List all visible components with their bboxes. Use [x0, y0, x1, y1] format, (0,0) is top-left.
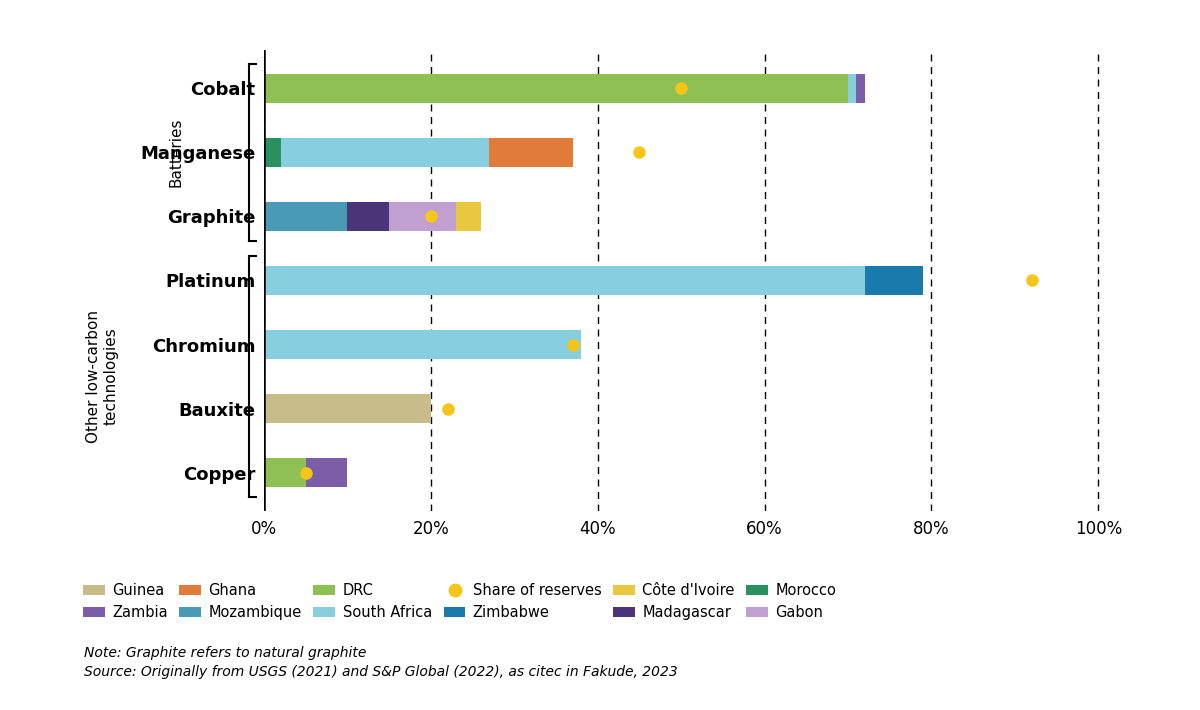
Bar — [306, 459, 348, 487]
Bar — [264, 266, 865, 295]
Bar — [264, 202, 348, 231]
Bar — [389, 202, 456, 231]
Bar — [348, 202, 389, 231]
Text: Other low-carbon
technologies: Other low-carbon technologies — [85, 310, 118, 443]
Bar — [264, 459, 306, 487]
Text: Source: Originally from USGS (2021) and S&P Global (2022), as citec in Fakude, 2: Source: Originally from USGS (2021) and … — [84, 665, 678, 679]
Bar — [848, 74, 857, 102]
Bar — [281, 138, 490, 167]
Bar — [264, 330, 581, 359]
Text: Batteries: Batteries — [169, 118, 184, 187]
Bar — [264, 394, 431, 423]
Bar — [865, 266, 923, 295]
Bar — [456, 202, 481, 231]
Bar — [857, 74, 865, 102]
Legend: Guinea, Zambia, Ghana, Mozambique, DRC, South Africa, Share of reserves, Zimbabw: Guinea, Zambia, Ghana, Mozambique, DRC, … — [83, 583, 836, 621]
Bar — [264, 74, 848, 102]
Bar — [490, 138, 572, 167]
Bar — [264, 138, 281, 167]
Text: Note: Graphite refers to natural graphite: Note: Graphite refers to natural graphit… — [84, 646, 366, 660]
